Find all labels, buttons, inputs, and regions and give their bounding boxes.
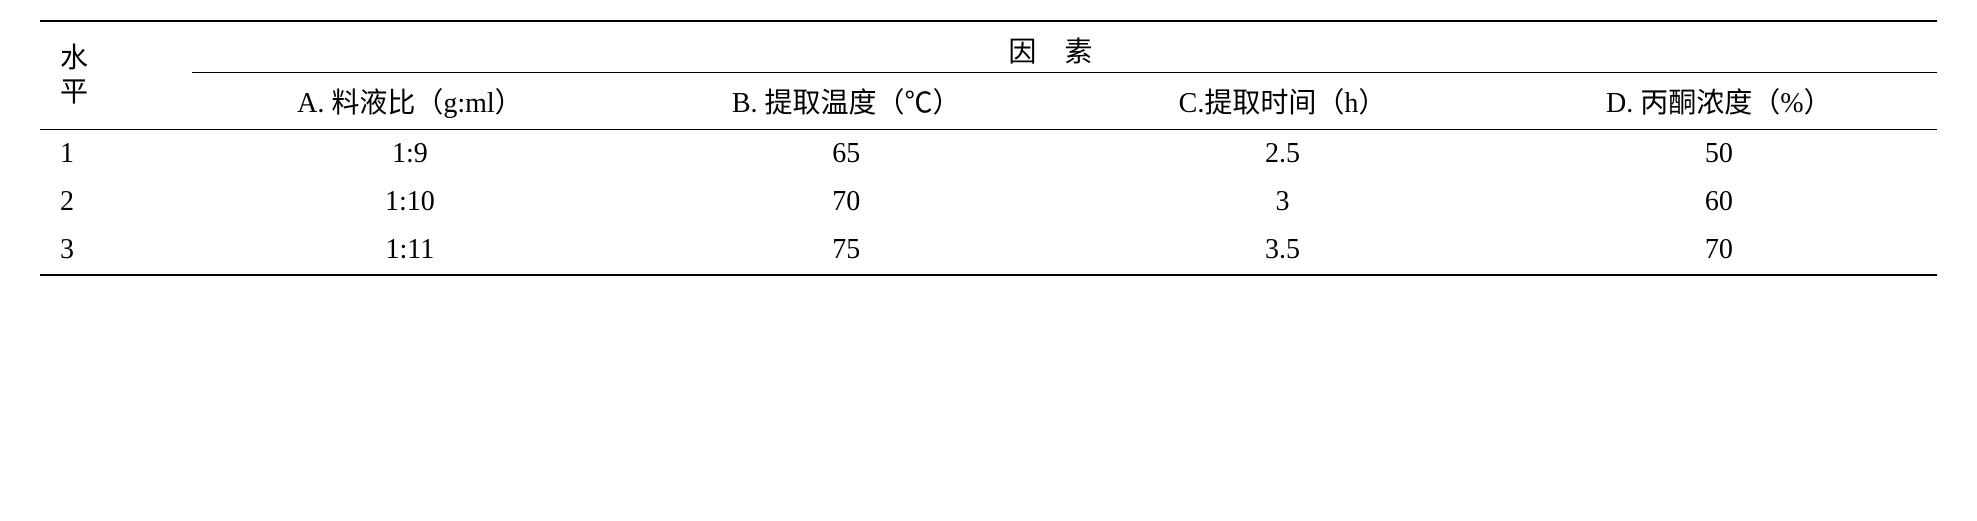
cell-C: 2.5: [1064, 130, 1500, 179]
col-header-B: B. 提取温度（℃）: [628, 73, 1064, 130]
cell-level: 3: [40, 226, 192, 275]
cell-C: 3.5: [1064, 226, 1500, 275]
cell-B: 70: [628, 178, 1064, 226]
cell-B: 75: [628, 226, 1064, 275]
factors-spanning-header: 因素: [192, 21, 1937, 73]
table-header: 水 平 因素 A. 料液比（g:ml） B. 提取温度（℃） C.提取时间（h）…: [40, 21, 1937, 130]
cell-C: 3: [1064, 178, 1500, 226]
table-row: 1 1:9 65 2.5 50: [40, 130, 1937, 179]
cell-A: 1:11: [192, 226, 628, 275]
table-row: 2 1:10 70 3 60: [40, 178, 1937, 226]
cell-D: 60: [1501, 178, 1937, 226]
cell-D: 50: [1501, 130, 1937, 179]
table-body: 1 1:9 65 2.5 50 2 1:10 70 3 60 3 1:11 75…: [40, 130, 1937, 276]
header-row-2: A. 料液比（g:ml） B. 提取温度（℃） C.提取时间（h） D. 丙酮浓…: [40, 73, 1937, 130]
level-header-char2: 平: [60, 77, 88, 108]
table-row: 3 1:11 75 3.5 70: [40, 226, 1937, 275]
level-header-char1: 水: [60, 43, 88, 74]
cell-A: 1:9: [192, 130, 628, 179]
col-header-A: A. 料液比（g:ml）: [192, 73, 628, 130]
orthogonal-design-table: 水 平 因素 A. 料液比（g:ml） B. 提取温度（℃） C.提取时间（h）…: [40, 20, 1937, 276]
col-header-D: D. 丙酮浓度（%）: [1501, 73, 1937, 130]
header-row-1: 水 平 因素: [40, 21, 1937, 73]
cell-level: 1: [40, 130, 192, 179]
cell-level: 2: [40, 178, 192, 226]
cell-A: 1:10: [192, 178, 628, 226]
level-header-cell: 水 平: [40, 21, 192, 130]
col-header-C: C.提取时间（h）: [1064, 73, 1500, 130]
cell-D: 70: [1501, 226, 1937, 275]
cell-B: 65: [628, 130, 1064, 179]
